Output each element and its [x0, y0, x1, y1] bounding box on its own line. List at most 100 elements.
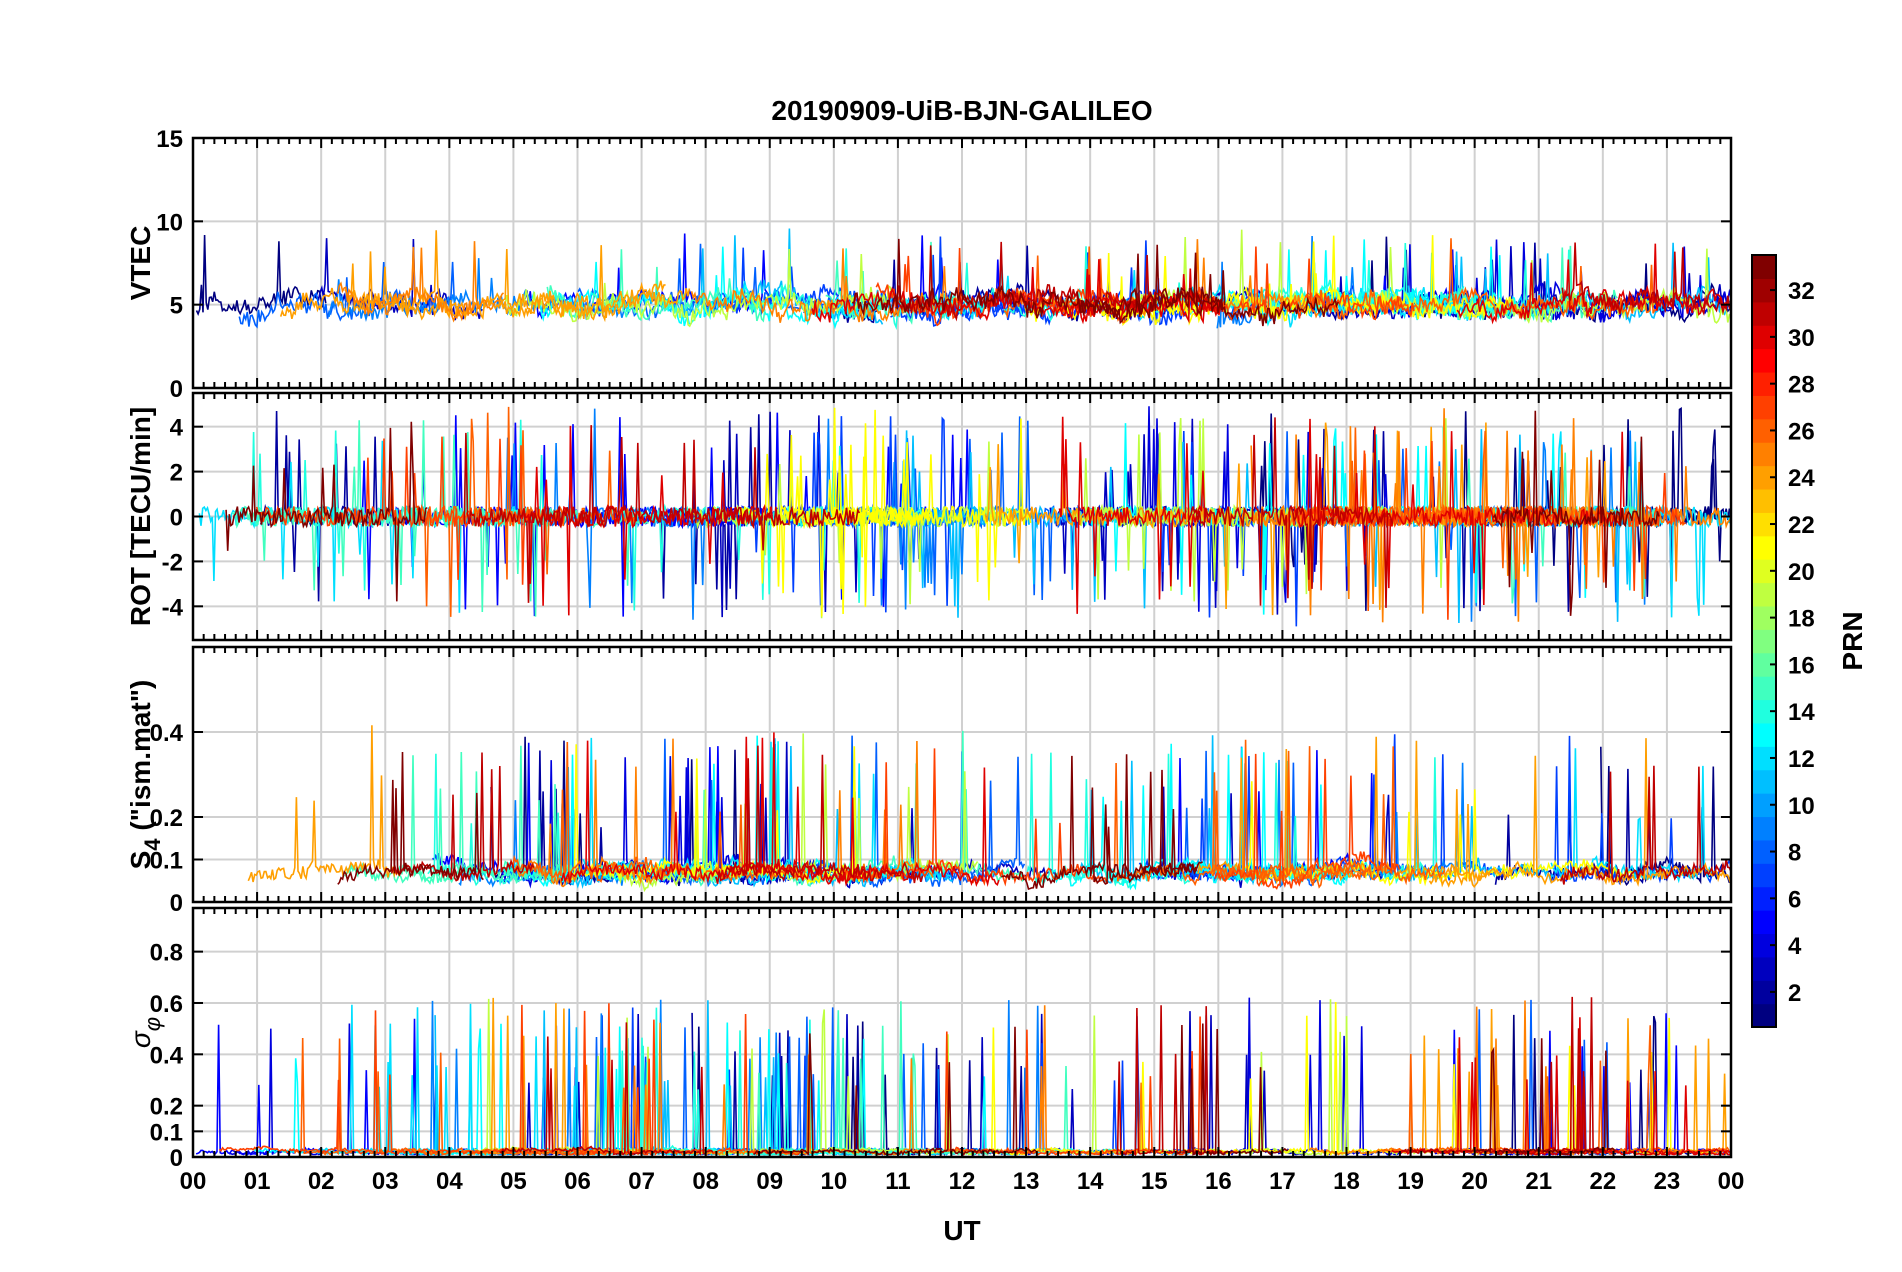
colorbar-segment — [1752, 348, 1776, 373]
y-ticks: -4 -2 0 2 4 — [162, 415, 1731, 621]
y-axis-label: S4 ("ism.mat") — [125, 680, 165, 870]
colorbar-tick-label: 14 — [1788, 699, 1815, 726]
colorbar-segment — [1752, 278, 1776, 303]
y-tick-label: 15 — [156, 126, 183, 153]
y-ticks: 00.10.2 0.4 0.6 0.8 — [150, 940, 1731, 1172]
series-line-prn-33 — [753, 1026, 1037, 1157]
series-line-prn-31 — [463, 425, 861, 603]
series-line-prn-31 — [715, 745, 924, 884]
series-line-prn-25 — [336, 241, 505, 323]
colorbar-tick-label: 20 — [1788, 559, 1815, 586]
series-line-prn-33 — [1090, 771, 1204, 885]
x-tick-label: 20 — [1461, 1168, 1488, 1195]
series-group — [195, 228, 1731, 331]
x-tick-label: 15 — [1141, 1168, 1168, 1195]
colorbar-tick-label: 26 — [1788, 418, 1815, 445]
series-line-prn-21 — [780, 435, 915, 607]
colorbar-segment — [1752, 980, 1776, 1005]
y-tick-label: 2 — [170, 460, 183, 487]
y-tick-label: 0.2 — [150, 805, 183, 832]
colorbar-segment — [1752, 956, 1776, 981]
colorbar-tick-label: 10 — [1788, 793, 1815, 820]
colorbar-segment — [1752, 512, 1776, 537]
series-line-prn-30 — [1058, 416, 1212, 614]
series-line-prn-14 — [1025, 752, 1191, 889]
x-tick-label: 00 — [180, 1168, 207, 1195]
colorbar-segment — [1752, 255, 1776, 279]
colorbar-segment — [1752, 652, 1776, 677]
x-tick-label: 04 — [436, 1168, 463, 1195]
series-line-prn-27 — [1214, 753, 1401, 890]
colorbar-segment — [1752, 629, 1776, 654]
colorbar-label: PRN — [1837, 611, 1868, 670]
colorbar-segment — [1752, 839, 1776, 864]
x-tick-label: 03 — [372, 1168, 399, 1195]
y-ticks: 0 0.1 0.2 0.4 — [150, 720, 1731, 917]
series-line-prn-33 — [225, 421, 428, 602]
x-tick-label: 13 — [1013, 1168, 1040, 1195]
series-line-prn-33 — [1076, 244, 1339, 327]
x-tick-label: 02 — [308, 1168, 335, 1195]
colorbar-segment — [1752, 863, 1776, 888]
colorbar-segment — [1752, 582, 1776, 607]
x-tick-label: 21 — [1525, 1168, 1552, 1195]
y-tick-label: 0.4 — [150, 1042, 184, 1069]
x-axis-label: UT — [943, 1215, 980, 1246]
series-line-prn-31 — [1187, 417, 1394, 608]
colorbar-segment — [1752, 301, 1776, 326]
x-ticks — [192, 393, 1732, 640]
colorbar-segment — [1752, 325, 1776, 350]
chart-title: 20190909-UiB-BJN-GALILEO — [771, 95, 1152, 126]
y-tick-label: 0.4 — [150, 720, 184, 747]
y-axis-label: VTEC — [125, 226, 156, 301]
colorbar-segment — [1752, 371, 1776, 396]
colorbar-segment — [1752, 933, 1776, 958]
series-line-prn-31 — [1561, 242, 1731, 316]
x-tick-label: 22 — [1589, 1168, 1616, 1195]
colorbar-tick-label: 18 — [1788, 606, 1815, 633]
y-tick-label: 5 — [170, 293, 183, 320]
colorbar-tick-label: 4 — [1788, 933, 1802, 960]
series-line-prn-19 — [1364, 246, 1731, 324]
colorbar-segment — [1752, 559, 1776, 584]
y-tick-label: -2 — [162, 549, 183, 576]
series-line-prn-33 — [1176, 1023, 1289, 1156]
x-tick-label: 19 — [1397, 1168, 1424, 1195]
colorbar-tick-label: 30 — [1788, 325, 1815, 352]
series-line-prn-33 — [851, 238, 1226, 319]
colorbar-segment — [1752, 605, 1776, 630]
y-ticks: 0 5 10 15 — [156, 126, 1731, 403]
series-line-prn-26 — [1211, 739, 1446, 886]
series-group — [198, 406, 1731, 627]
colorbar-segment — [1752, 418, 1776, 443]
colorbar-segment — [1752, 769, 1776, 794]
colorbar-segment — [1752, 395, 1776, 420]
series-line-prn-31 — [499, 1022, 714, 1156]
y-tick-label: 0.6 — [150, 991, 183, 1018]
colorbar-segment — [1752, 816, 1776, 841]
y-axis-label: σφ — [125, 1017, 165, 1048]
series-line-prn-30 — [1456, 243, 1731, 325]
x-tick-label: 06 — [564, 1168, 591, 1195]
y-tick-label: 4 — [170, 415, 184, 442]
series-line-prn-31 — [1559, 765, 1731, 885]
x-tick-label: 07 — [628, 1168, 655, 1195]
x-tick-label: 12 — [949, 1168, 976, 1195]
x-tick-label: 10 — [820, 1168, 847, 1195]
series-line-prn-25 — [1308, 1000, 1627, 1157]
colorbar-segment — [1752, 488, 1776, 513]
x-ticks — [192, 908, 1732, 1157]
y-tick-label: 0.1 — [150, 848, 183, 875]
series-line-prn-21 — [569, 744, 867, 885]
panel-s4: 0 0.1 0.2 0.4S4 ("ism.mat") — [125, 645, 1733, 917]
series-line-prn-24 — [279, 230, 666, 323]
x-tick-label: 01 — [244, 1168, 271, 1195]
colorbar-segment — [1752, 535, 1776, 560]
x-tick-label: 16 — [1205, 1168, 1232, 1195]
colorbar-tick-label: 8 — [1788, 840, 1801, 867]
y-tick-label: 0 — [170, 376, 183, 403]
x-tick-label: 11 — [885, 1168, 910, 1195]
